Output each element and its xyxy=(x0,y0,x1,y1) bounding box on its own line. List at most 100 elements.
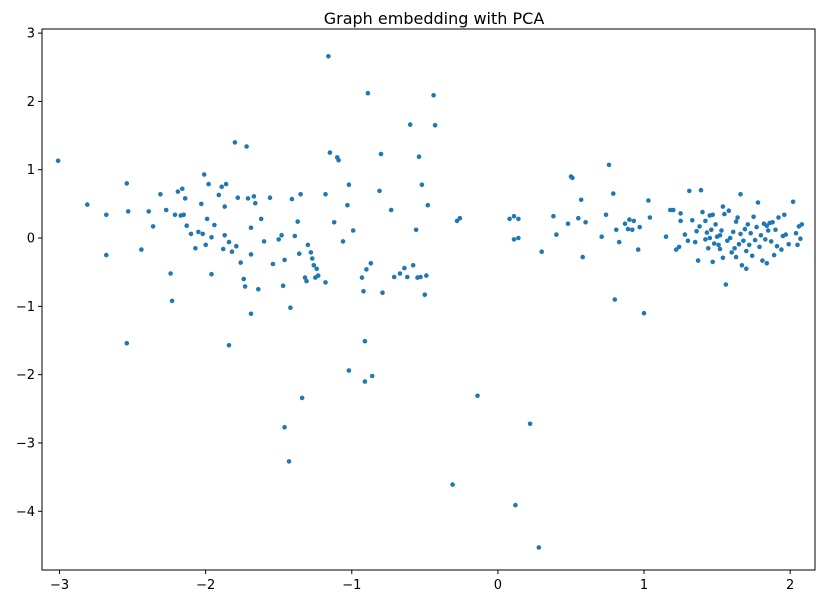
data-point xyxy=(698,187,704,193)
data-point xyxy=(85,202,90,207)
data-point xyxy=(690,218,695,223)
data-point xyxy=(253,200,258,206)
data-point xyxy=(723,282,729,287)
data-point xyxy=(222,233,227,238)
data-point xyxy=(720,255,726,261)
y-tick-label: 3 xyxy=(27,27,35,42)
data-point xyxy=(713,222,718,227)
data-point xyxy=(570,175,575,181)
data-point xyxy=(786,241,791,247)
data-point xyxy=(125,209,131,214)
data-point xyxy=(745,222,751,227)
data-point xyxy=(770,220,775,225)
data-point xyxy=(663,234,669,239)
data-point xyxy=(184,223,189,228)
data-point xyxy=(346,368,352,373)
data-point xyxy=(738,231,743,237)
y-tick-label: −4 xyxy=(16,505,35,520)
y-tick-label: 0 xyxy=(27,232,35,247)
data-point xyxy=(416,154,422,159)
data-point xyxy=(229,249,235,254)
data-point xyxy=(298,192,303,197)
data-point xyxy=(299,395,305,401)
data-point xyxy=(744,266,749,272)
data-point xyxy=(707,235,713,241)
data-point xyxy=(616,239,622,245)
data-point xyxy=(350,228,356,233)
data-point xyxy=(124,340,130,346)
data-point xyxy=(725,238,730,244)
data-point xyxy=(757,244,762,250)
data-point xyxy=(267,195,273,200)
data-point xyxy=(212,222,217,228)
data-point xyxy=(258,216,264,222)
data-point xyxy=(799,222,805,227)
data-point xyxy=(402,265,407,271)
data-point xyxy=(744,248,749,254)
data-point xyxy=(296,251,302,256)
data-point xyxy=(188,231,194,237)
data-point xyxy=(226,239,232,245)
data-point xyxy=(603,212,609,218)
data-point xyxy=(369,373,375,379)
data-point xyxy=(627,217,632,222)
data-point xyxy=(196,229,201,235)
data-point xyxy=(782,212,787,218)
data-point xyxy=(736,241,742,247)
data-point xyxy=(248,311,254,317)
data-point xyxy=(741,238,746,244)
data-point xyxy=(625,226,631,232)
data-point xyxy=(695,258,701,263)
data-point xyxy=(219,184,224,190)
data-point xyxy=(168,271,173,276)
data-point xyxy=(432,123,438,128)
data-point xyxy=(419,182,425,187)
data-point xyxy=(727,235,733,241)
data-point xyxy=(292,233,298,239)
data-point xyxy=(637,224,642,230)
data-point xyxy=(764,261,770,266)
data-point xyxy=(729,250,734,255)
data-point xyxy=(700,209,705,215)
data-point xyxy=(742,226,748,232)
data-point xyxy=(424,273,429,278)
data-point xyxy=(288,305,293,311)
data-point xyxy=(710,212,715,218)
data-point xyxy=(209,235,214,240)
data-point xyxy=(726,208,732,213)
data-point xyxy=(368,261,374,266)
x-tick-label: 2 xyxy=(786,578,794,593)
data-point xyxy=(733,219,739,224)
chart-title: Graph embedding with PCA xyxy=(324,9,545,28)
data-point xyxy=(748,230,753,236)
y-tick-label: 1 xyxy=(27,163,35,178)
data-point xyxy=(364,267,369,272)
data-point xyxy=(710,259,715,265)
data-point xyxy=(146,209,151,214)
data-point xyxy=(431,93,436,98)
data-point xyxy=(410,263,416,268)
data-point xyxy=(511,237,517,242)
x-tick-label: −1 xyxy=(342,578,361,593)
data-point xyxy=(719,228,724,233)
plot-area xyxy=(42,29,815,570)
data-point xyxy=(676,244,682,250)
data-point xyxy=(450,482,455,487)
data-point xyxy=(795,242,800,248)
data-point xyxy=(551,213,556,219)
data-point xyxy=(286,459,292,464)
data-point xyxy=(717,233,723,238)
data-point xyxy=(793,230,799,236)
data-point xyxy=(244,144,249,149)
data-point xyxy=(232,140,238,145)
data-point xyxy=(235,195,241,200)
data-point xyxy=(758,233,764,238)
data-point xyxy=(362,338,368,344)
data-point xyxy=(242,284,248,289)
data-point xyxy=(378,151,384,157)
data-point xyxy=(606,162,612,168)
data-point xyxy=(783,232,789,237)
data-point xyxy=(180,186,185,192)
data-point xyxy=(717,246,723,252)
